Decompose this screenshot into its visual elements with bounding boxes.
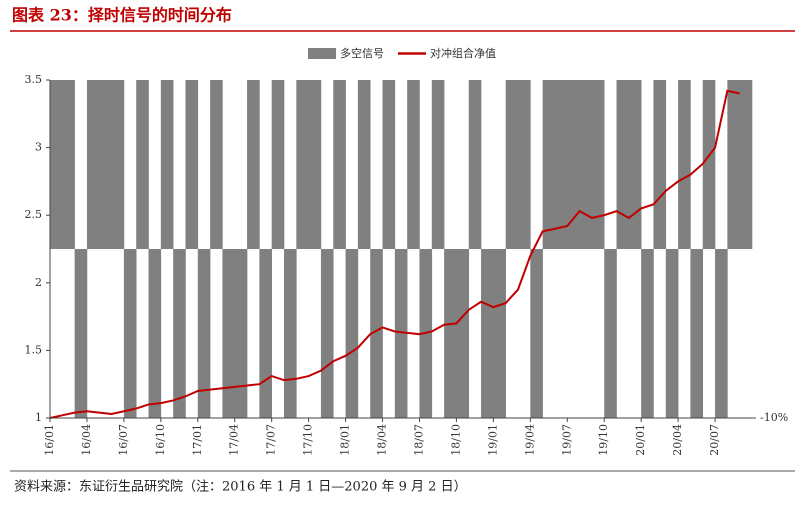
y-tick-label: 3.5 <box>25 73 43 86</box>
x-tick-label: 20/07 <box>708 424 721 456</box>
x-tick-label: 17/07 <box>265 424 278 456</box>
signal-bar <box>296 80 309 249</box>
signal-bar <box>616 80 630 249</box>
source-note: 资料来源：东证衍生品研究院（注：2016 年 1 月 1 日—2020 年 9 … <box>14 480 467 495</box>
signal-bar <box>715 249 728 418</box>
x-tick-label: 20/04 <box>671 424 684 456</box>
signal-bar <box>308 80 322 249</box>
signal-bar <box>604 249 617 418</box>
y-tick-label: 2 <box>35 276 42 289</box>
x-tick-label: 18/01 <box>339 424 352 456</box>
x-tick-label: 19/01 <box>486 424 499 456</box>
chart-title: 图表 23：择时信号的时间分布 <box>12 6 232 25</box>
signal-bar <box>345 249 359 418</box>
signal-bar <box>690 249 704 418</box>
x-tick-label: 18/07 <box>412 424 425 456</box>
signal-bar <box>62 80 75 249</box>
y-tick-label: 2.5 <box>25 208 43 221</box>
signal-bar <box>579 80 593 249</box>
x-tick-label: 16/01 <box>43 424 56 456</box>
signal-bar <box>185 80 199 249</box>
signal-bar <box>678 80 691 249</box>
signal-bar <box>518 80 531 249</box>
y-tick-label: 3 <box>35 141 42 154</box>
signal-bar <box>665 249 679 418</box>
signal-bar <box>727 80 740 249</box>
x-tick-label: 19/04 <box>523 424 536 456</box>
legend-label: 多空信号 <box>340 46 384 60</box>
legend-label: 对冲组合净值 <box>430 46 496 60</box>
signal-bar <box>284 249 297 418</box>
x-tick-label: 17/04 <box>228 424 241 456</box>
signal-bar <box>148 249 162 418</box>
signal-bar <box>431 80 445 249</box>
x-tick-label: 19/07 <box>560 424 573 456</box>
x-tick-label: 17/01 <box>191 424 204 456</box>
signal-bar <box>554 80 568 249</box>
x-tick-label: 16/04 <box>80 424 93 456</box>
signal-bar <box>357 80 371 249</box>
signal-bar <box>456 249 470 418</box>
signal-bar <box>481 249 494 418</box>
y-tick-label: 1 <box>35 411 42 424</box>
signal-bar <box>197 249 211 418</box>
signal-bar <box>247 80 260 249</box>
x-tick-label: 18/10 <box>449 424 462 456</box>
signal-bar <box>530 249 543 418</box>
x-tick-label: 18/04 <box>376 424 389 456</box>
signal-bar <box>653 80 667 249</box>
signal-bar <box>222 249 236 418</box>
signal-bar <box>173 249 186 418</box>
signal-bar <box>123 249 137 418</box>
signal-bar <box>444 249 457 418</box>
signal-bar <box>136 80 149 249</box>
y2-tick-label: -10% <box>760 411 788 424</box>
x-tick-label: 17/10 <box>302 424 315 456</box>
signal-bar <box>320 249 334 418</box>
y-tick-label: 1.5 <box>25 343 43 356</box>
signal-bar <box>210 80 223 249</box>
signal-bar <box>271 80 285 249</box>
signal-bar <box>493 249 506 418</box>
signal-bar <box>234 249 248 418</box>
legend-swatch <box>308 48 336 59</box>
signal-bar <box>739 80 753 249</box>
x-tick-label: 16/10 <box>154 424 167 456</box>
x-tick-label: 20/01 <box>634 424 647 456</box>
nav-line <box>49 89 740 419</box>
signal-bar <box>382 80 396 249</box>
signal-bar <box>641 249 654 418</box>
signal-bar <box>74 249 88 418</box>
signal-bar <box>628 80 642 249</box>
signal-bar <box>50 80 63 249</box>
signal-bar <box>407 80 420 249</box>
signal-bar <box>505 80 519 249</box>
signal-bar <box>702 80 716 249</box>
signal-bar <box>86 80 100 249</box>
x-tick-label: 19/10 <box>597 424 610 456</box>
signal-bar <box>394 249 408 418</box>
signal-bar <box>160 80 174 249</box>
signal-bar <box>259 249 272 418</box>
signal-bar <box>333 80 346 249</box>
signal-bar <box>370 249 383 418</box>
signal-bar <box>468 80 482 249</box>
signal-bar <box>111 80 125 249</box>
signal-bar <box>591 80 605 249</box>
signal-bar <box>567 80 580 249</box>
x-tick-label: 16/07 <box>117 424 130 456</box>
signal-bar <box>99 80 112 249</box>
signal-bar <box>542 80 556 249</box>
